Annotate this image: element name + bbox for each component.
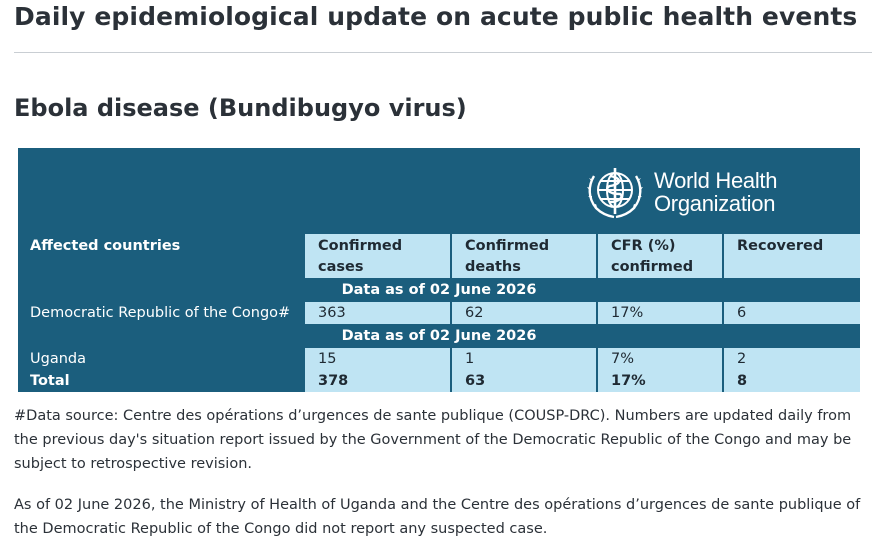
recovered-cell: 2 xyxy=(723,348,860,370)
group-label: Data as of 02 June 2026 xyxy=(18,324,860,348)
total-row: Total 378 63 17% 8 xyxy=(18,370,860,392)
cfr-cell: 7% xyxy=(597,348,724,370)
section-title: Ebola disease (Bundibugyo virus) xyxy=(14,94,467,122)
total-label-cell: Total xyxy=(18,370,305,392)
confirmed-deaths-cell: 1 xyxy=(451,348,598,370)
statement-note: As of 02 June 2026, the Ministry of Heal… xyxy=(14,497,861,537)
who-emblem-icon xyxy=(587,168,643,219)
total-cfr-cell: 17% xyxy=(597,370,724,392)
group-label: Data as of 02 June 2026 xyxy=(18,278,860,302)
page-title: Daily epidemiological update on acute pu… xyxy=(14,2,858,31)
total-confirmed-cases-cell: 378 xyxy=(305,370,452,392)
header-confirmed-cases: Confirmed cases xyxy=(305,234,452,278)
cfr-cell: 17% xyxy=(597,302,724,324)
data-source-note: #Data source: Centre des opérations d’ur… xyxy=(14,408,852,472)
who-wordmark-line1: World Health xyxy=(654,168,778,193)
table-row: Uganda 15 1 7% 2 xyxy=(18,348,860,370)
confirmed-deaths-cell: 62 xyxy=(451,302,598,324)
outbreak-table-block: World Health Organization Affected count… xyxy=(18,148,860,392)
divider xyxy=(14,52,872,53)
country-cell: Democratic Republic of the Congo# xyxy=(18,302,305,324)
who-wordmark-line2: Organization xyxy=(654,191,776,216)
table-header-band: World Health Organization xyxy=(18,148,860,234)
outbreak-table: Affected countries Confirmed cases Confi… xyxy=(18,234,860,392)
table-header-row: Affected countries Confirmed cases Confi… xyxy=(18,234,860,278)
header-cfr: CFR (%) confirmed xyxy=(597,234,724,278)
group-band-drc: Data as of 02 June 2026 xyxy=(18,278,860,302)
header-recovered: Recovered xyxy=(723,234,860,278)
header-affected-countries: Affected countries xyxy=(18,234,305,278)
country-cell: Uganda xyxy=(18,348,305,370)
recovered-cell: 6 xyxy=(723,302,860,324)
total-recovered-cell: 8 xyxy=(723,370,860,392)
table-row: Democratic Republic of the Congo# 363 62… xyxy=(18,302,860,324)
group-band-uganda: Data as of 02 June 2026 xyxy=(18,324,860,348)
header-confirmed-deaths: Confirmed deaths xyxy=(451,234,598,278)
who-wordmark: World Health Organization xyxy=(654,169,777,215)
total-confirmed-deaths-cell: 63 xyxy=(451,370,598,392)
confirmed-cases-cell: 363 xyxy=(305,302,452,324)
confirmed-cases-cell: 15 xyxy=(305,348,452,370)
